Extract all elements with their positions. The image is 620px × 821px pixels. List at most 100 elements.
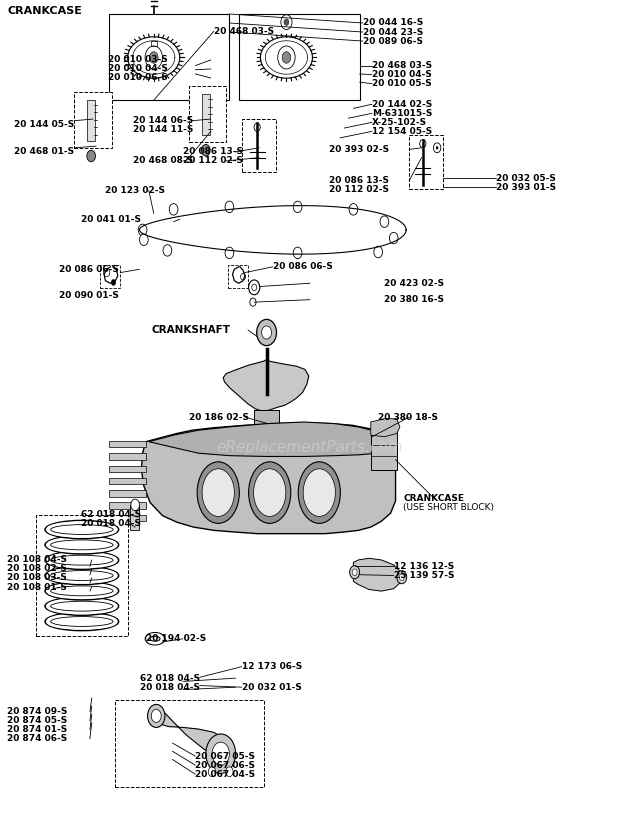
Text: CRANKSHAFT: CRANKSHAFT [152,325,231,335]
Circle shape [433,143,441,153]
Circle shape [252,284,257,291]
Circle shape [145,46,162,69]
Text: 20 010 04-S: 20 010 04-S [108,65,169,73]
Bar [130,505,140,530]
Polygon shape [254,410,279,435]
Text: 20 108 03-S: 20 108 03-S [7,574,68,582]
Text: 20 108 01-S: 20 108 01-S [7,583,68,591]
Circle shape [149,52,158,63]
Bar [108,453,146,460]
Text: 20 144 06-S: 20 144 06-S [133,117,193,125]
Text: 20 086 13-S: 20 086 13-S [183,148,243,156]
Ellipse shape [254,469,286,516]
Circle shape [250,298,256,306]
Text: 20 018 04-S: 20 018 04-S [81,520,141,528]
Text: 20 086 06-S: 20 086 06-S [59,265,119,273]
Text: 20 010 05-S: 20 010 05-S [372,80,432,88]
Circle shape [206,734,236,773]
Text: 20 423 02-S: 20 423 02-S [384,279,445,287]
Circle shape [293,201,302,213]
Text: 20 194 02-S: 20 194 02-S [146,635,206,643]
Bar [87,100,95,141]
Circle shape [148,704,165,727]
Circle shape [225,201,234,213]
Text: CRANKCASE: CRANKCASE [403,494,464,502]
Polygon shape [149,422,394,456]
Circle shape [281,15,292,30]
Text: 20 468 03-S: 20 468 03-S [372,62,432,70]
Text: 20 067 06-S: 20 067 06-S [195,761,255,769]
Bar [115,700,264,787]
Text: (USE SHORT BLOCK): (USE SHORT BLOCK) [403,503,494,511]
Circle shape [104,268,110,277]
Circle shape [138,224,147,236]
Circle shape [249,280,260,295]
Ellipse shape [197,461,239,524]
Circle shape [397,571,407,584]
Circle shape [131,499,140,511]
Text: 20 186 02-S: 20 186 02-S [189,413,249,421]
Text: 20 044 16-S: 20 044 16-S [363,19,423,27]
Bar [74,92,112,148]
Polygon shape [154,709,232,764]
Circle shape [151,709,161,722]
Bar [100,265,120,288]
Bar [409,135,443,189]
Bar [242,119,276,172]
Text: 20 393 01-S: 20 393 01-S [496,183,556,191]
Text: 20 144 11-S: 20 144 11-S [133,126,193,134]
Text: 25 139 57-S: 25 139 57-S [394,571,454,580]
Text: 20 874 06-S: 20 874 06-S [7,735,68,743]
Circle shape [257,319,277,346]
Bar [108,502,146,509]
Circle shape [380,216,389,227]
Circle shape [420,140,426,148]
Circle shape [350,566,360,579]
Circle shape [111,279,116,286]
Text: 20 108 02-S: 20 108 02-S [7,565,68,573]
Bar [239,14,360,100]
Bar [108,515,146,521]
Text: 20 010 06-S: 20 010 06-S [108,74,168,82]
Text: 20 874 01-S: 20 874 01-S [7,726,68,734]
Text: 20 468 03-S: 20 468 03-S [214,27,274,35]
Text: 62 018 04-S: 62 018 04-S [140,674,200,682]
Text: 20 144 05-S: 20 144 05-S [14,121,74,129]
Text: 20 144 02-S: 20 144 02-S [372,100,432,108]
Text: eReplacementParts.com: eReplacementParts.com [216,440,404,455]
Circle shape [284,19,289,25]
Circle shape [163,245,172,256]
Circle shape [374,246,383,258]
Text: 20 393 02-S: 20 393 02-S [329,145,389,154]
Circle shape [352,569,357,576]
Bar [108,490,146,497]
Bar [228,265,248,288]
Text: 20 067 04-S: 20 067 04-S [195,770,255,778]
Text: 20 112 02-S: 20 112 02-S [183,157,243,165]
Circle shape [278,46,295,69]
Text: 20 086 06-S: 20 086 06-S [273,263,333,271]
Bar [36,515,128,636]
Text: 20 468 08-S: 20 468 08-S [133,156,193,164]
Circle shape [87,150,95,162]
Circle shape [399,574,404,580]
Text: 62 018 04-S: 62 018 04-S [81,511,141,519]
Circle shape [254,123,260,131]
Ellipse shape [249,461,291,524]
Circle shape [212,742,229,765]
Text: 12 154 05-S: 12 154 05-S [372,127,432,135]
Polygon shape [141,423,396,534]
Ellipse shape [303,469,335,516]
Text: 12 173 06-S: 12 173 06-S [242,663,302,671]
Text: 20 010 03-S: 20 010 03-S [108,56,168,64]
Text: 20 032 01-S: 20 032 01-S [242,683,302,691]
Circle shape [436,146,438,149]
Bar [371,422,397,470]
Text: 20 089 06-S: 20 089 06-S [363,37,423,45]
Circle shape [293,247,302,259]
Ellipse shape [298,461,340,524]
Text: 20 874 05-S: 20 874 05-S [7,717,68,725]
Text: 20 468 01-S: 20 468 01-S [14,148,74,156]
Text: 20 067 05-S: 20 067 05-S [195,752,255,760]
Text: 20 123 02-S: 20 123 02-S [105,186,166,195]
